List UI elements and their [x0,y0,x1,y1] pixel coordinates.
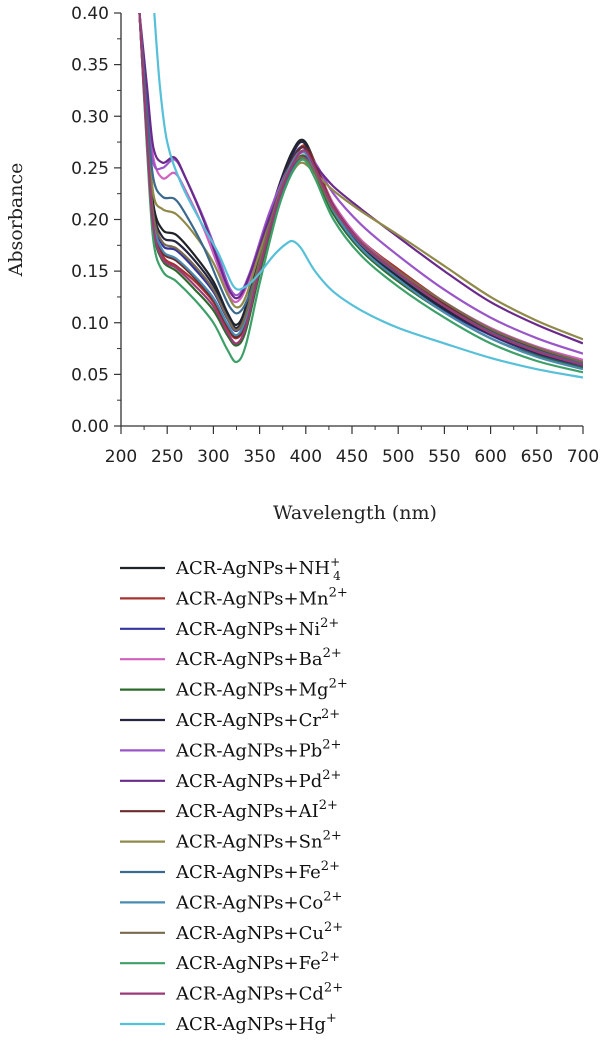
legend-label: ACR-AgNPs+NH+ 4 [175,555,341,583]
legend-label: ACR-AgNPs+Cu2+ [175,920,343,944]
x-tick-label: 300 [197,447,229,467]
legend-item: ACR-AgNPs+Cu2+ [120,920,343,944]
y-tick-label: 0.40 [71,4,109,24]
x-tick-label: 600 [474,447,506,467]
legend-label: ACR-AgNPs+Cr2+ [175,707,340,731]
series-line-15 [138,13,583,367]
legend-item: ACR-AgNPs+Sn2+ [120,829,342,853]
legend-item: ACR-AgNPs+Fe2+ [120,859,340,883]
legend-item: ACR-AgNPs+Co2+ [120,889,342,913]
series-line-16 [153,13,583,379]
x-tick-label: 450 [336,447,368,467]
legend-item: ACR-AgNPs+Mg2+ [120,677,348,701]
legend-label: ACR-AgNPs+Fe2+ [175,859,340,883]
legend-label: ACR-AgNPs+AI2+ [175,798,338,822]
x-tick-label: 650 [521,447,553,467]
legend-label: ACR-AgNPs+Pb2+ [175,737,341,761]
series-line-8 [138,13,583,345]
legend-label: ACR-AgNPs+Mn2+ [175,585,348,609]
legend-label: ACR-AgNPs+Fe2+ [175,950,340,974]
y-tick-label: 0.15 [71,262,109,282]
series-line-14 [138,13,583,374]
legend-label: ACR-AgNPs+Co2+ [175,889,342,913]
y-tick-label: 0.25 [71,159,109,179]
legend-item: ACR-AgNPs+NH+ 4 [120,555,341,583]
legend-item: ACR-AgNPs+AI2+ [120,798,338,822]
y-tick-label: 0.35 [71,56,109,76]
legend-item: ACR-AgNPs+Hg+ [120,1011,337,1035]
y-axis-title: Absorbance [5,163,27,278]
y-tick-label: 0.00 [71,417,109,437]
legend-label: ACR-AgNPs+Mg2+ [175,677,348,701]
y-tick-label: 0.20 [71,211,109,231]
series-line-10 [138,13,583,341]
legend-item: ACR-AgNPs+Ni2+ [120,616,339,640]
legend-item: ACR-AgNPs+Cd2+ [120,981,343,1005]
x-tick-label: 550 [428,447,460,467]
x-tick-label: 250 [151,447,183,467]
y-tick-label: 0.05 [71,365,109,385]
axes: 0.00 0.05 0.10 0.15 0.20 0.25 0.30 0.35 0.40 200 2… [71,4,599,467]
legend-label: ACR-AgNPs+Cd2+ [175,981,343,1005]
plot-area [138,13,583,379]
x-tick-label: 200 [105,447,137,467]
series-lines [138,13,583,379]
legend-item: ACR-AgNPs+Pd2+ [120,768,341,792]
x-tick-label: 500 [382,447,414,467]
x-tick-label: 400 [290,447,322,467]
legend-label: ACR-AgNPs+Ba2+ [175,646,342,670]
legend-item: ACR-AgNPs+Ba2+ [120,646,342,670]
legend-item: ACR-AgNPs+Pb2+ [120,737,341,761]
legend-item: ACR-AgNPs+Mn2+ [120,585,348,609]
x-axis-title: Wavelength (nm) [273,502,437,524]
legend-item: ACR-AgNPs+Fe2+ [120,950,340,974]
legend-label: ACR-AgNPs+Sn2+ [175,829,342,853]
y-tick-label: 0.30 [71,107,109,127]
legend-item: ACR-AgNPs+Cr2+ [120,707,340,731]
legend-label: ACR-AgNPs+Ni2+ [175,616,339,640]
legend-label: ACR-AgNPs+Hg+ [175,1011,337,1035]
x-tick-label: 350 [243,447,275,467]
series-line-13 [138,13,583,364]
legend-label: ACR-AgNPs+Pd2+ [175,768,341,792]
x-tick-label: 700 [567,447,599,467]
series-line-4 [138,13,583,361]
y-tick-label: 0.10 [71,314,109,334]
